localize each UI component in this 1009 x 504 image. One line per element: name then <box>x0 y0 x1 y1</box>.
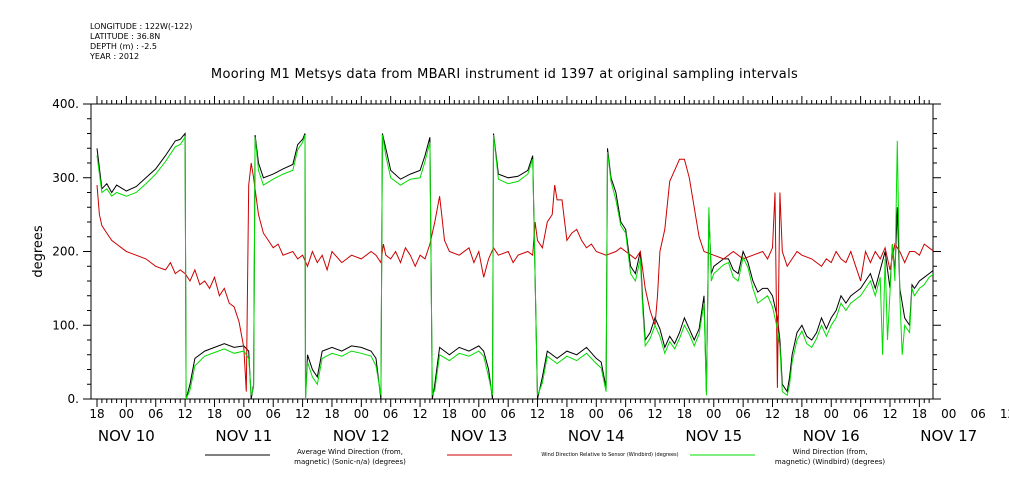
x-tick-label: 18 <box>912 407 927 421</box>
x-tick-label: 06 <box>148 407 163 421</box>
legend-label-3-line2: magnetic) (Windbird) (degrees) <box>775 458 886 466</box>
plot-frame <box>90 103 934 400</box>
chart-axes: 0. 100. 200. 300. 400. degrees 18 00 06 12 18 00 06 1… <box>31 96 1009 445</box>
y-tick-label: 300. <box>52 171 79 185</box>
x-tick-label: 06 <box>501 407 516 421</box>
chart-series <box>96 132 933 399</box>
x-tick-label: 18 <box>559 407 574 421</box>
x-date-label: NOV 11 <box>215 427 272 445</box>
x-tick-label: 18 <box>207 407 222 421</box>
legend-label-2: Wind Direction Relative to Sensor (Windb… <box>541 452 678 458</box>
depth-text: DEPTH (m) : -2.5 <box>90 42 157 51</box>
x-tick-label: 12 <box>882 407 897 421</box>
metadata-block: LONGITUDE : 122W(-122) LATITUDE : 36.8N … <box>90 22 192 62</box>
x-tick-label: 12 <box>177 407 192 421</box>
longitude-text: LONGITUDE : 122W(-122) <box>90 22 193 31</box>
legend-label-1: Average Wind Direction (from, <box>297 448 403 456</box>
x-tick-label: 12 <box>412 407 427 421</box>
y-tick-label: 400. <box>52 97 79 111</box>
legend-label-3: Wind Direction (from, <box>793 448 868 456</box>
x-date-label: NOV 15 <box>685 427 742 445</box>
x-tick-label: 12 <box>647 407 662 421</box>
x-date-label: NOV 14 <box>568 427 625 445</box>
y-tick-label: 200. <box>52 245 79 259</box>
x-tick-label: 18 <box>794 407 809 421</box>
x-tick-label: 00 <box>354 407 369 421</box>
x-date-label: NOV 16 <box>803 427 860 445</box>
x-tick-label: 06 <box>618 407 633 421</box>
x-tick-label: 18 <box>89 407 104 421</box>
x-tick-label: 00 <box>941 407 956 421</box>
x-date-label: NOV 12 <box>333 427 390 445</box>
x-tick-label: 06 <box>383 407 398 421</box>
x-tick-label: 18 <box>324 407 339 421</box>
x-tick-label: 00 <box>119 407 134 421</box>
x-date-label: NOV 13 <box>450 427 507 445</box>
x-tick-label: 00 <box>236 407 251 421</box>
x-tick-label: 00 <box>706 407 721 421</box>
series-line-1 <box>96 132 933 399</box>
x-date-label: NOV 17 <box>920 427 977 445</box>
x-tick-label: 00 <box>824 407 839 421</box>
y-axis-label: degrees <box>31 225 46 278</box>
series-line-2 <box>96 158 933 392</box>
x-tick-label: 18 <box>677 407 692 421</box>
chart-legend: Average Wind Direction (from, magnetic) (… <box>205 448 885 466</box>
x-tick-label: 06 <box>735 407 750 421</box>
x-tick-label: 00 <box>471 407 486 421</box>
latitude-text: LATITUDE : 36.8N <box>90 32 161 41</box>
x-tick-label: 12 <box>765 407 780 421</box>
x-tick-label: 12 <box>295 407 310 421</box>
year-text: YEAR : 2012 <box>90 52 140 61</box>
x-tick-label: 18 <box>442 407 457 421</box>
x-tick-label: 06 <box>266 407 281 421</box>
x-tick-label: 06 <box>853 407 868 421</box>
chart-title: Mooring M1 Metsys data from MBARI instru… <box>210 67 799 82</box>
x-tick-label: 06 <box>970 407 985 421</box>
series-line-3 <box>96 134 933 399</box>
x-tick-label: 00 <box>589 407 604 421</box>
x-date-label: NOV 10 <box>98 427 155 445</box>
y-tick-label: 100. <box>52 318 79 332</box>
y-tick-label: 0. <box>68 392 79 406</box>
legend-label-1-line2: magnetic) (Sonic-n/a) (degrees) <box>294 458 406 466</box>
x-tick-label: 12 <box>530 407 545 421</box>
x-tick-label: 12 <box>1000 407 1009 421</box>
